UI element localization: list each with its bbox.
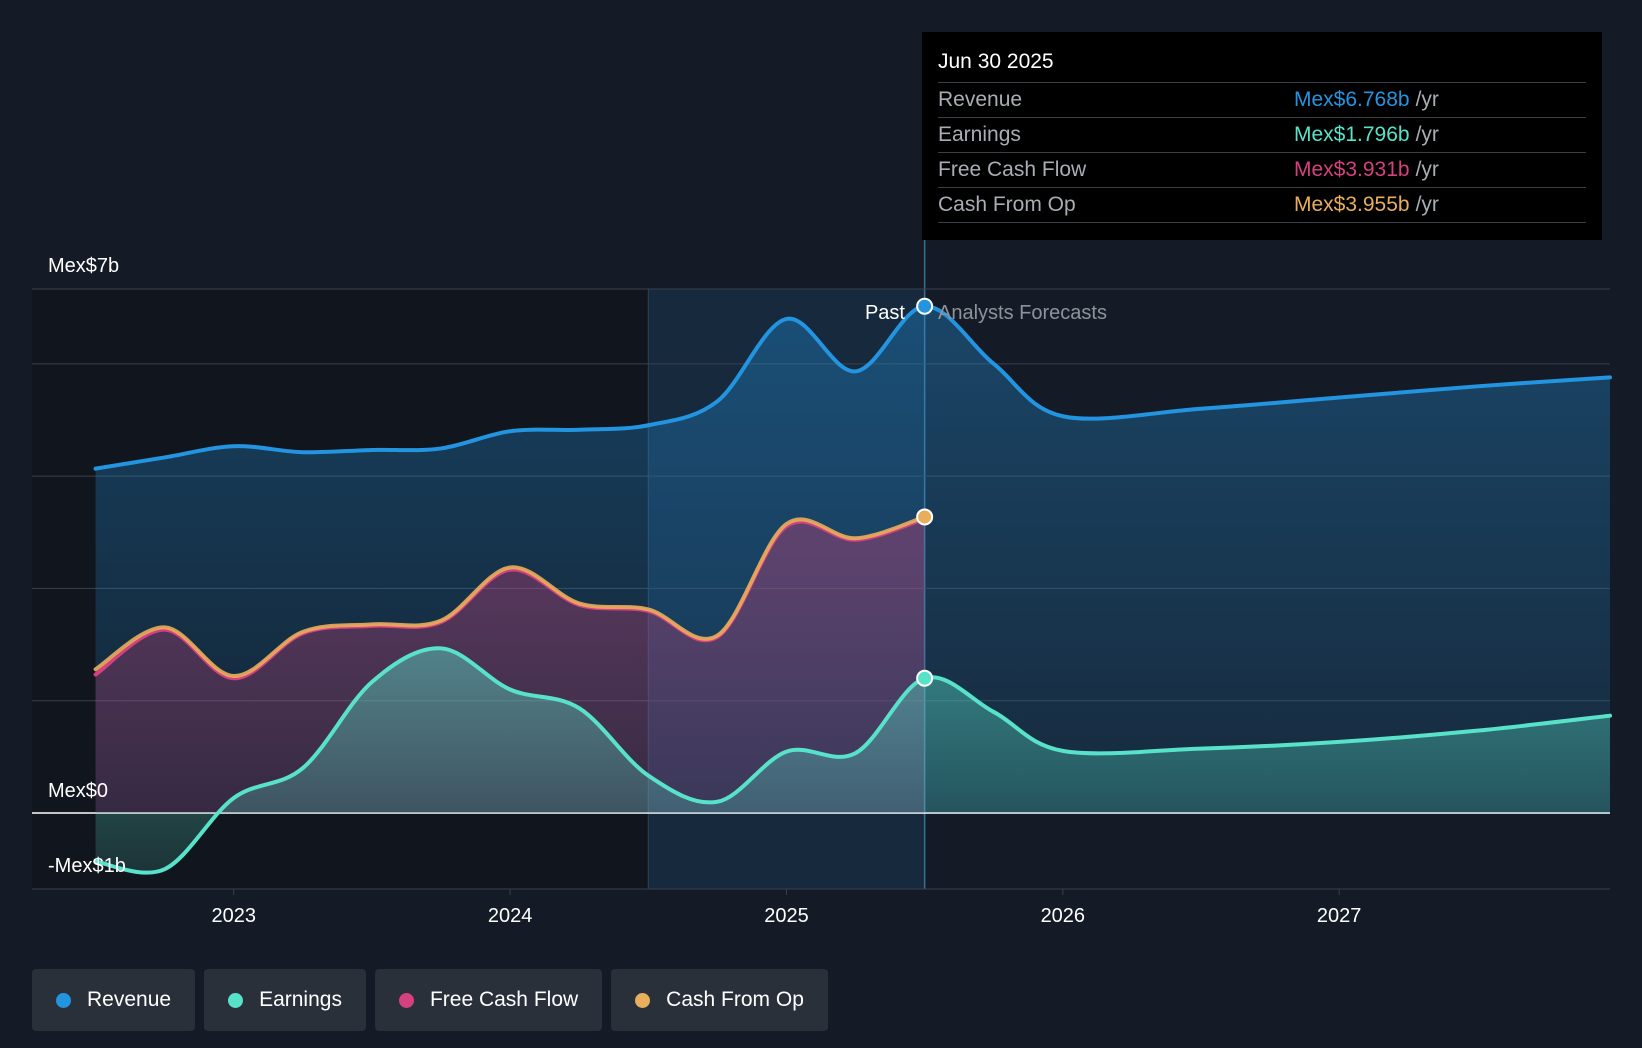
tooltip-name: Cash From Op — [938, 193, 1076, 216]
past-label: Past — [865, 302, 905, 324]
earnings-area — [95, 648, 1611, 873]
tooltip-name: Free Cash Flow — [938, 158, 1087, 181]
tooltip-row-free-cash-flow: Free Cash Flow Mex$3.931b /yr — [938, 153, 1586, 188]
forecast-label: Analysts Forecasts — [938, 302, 1107, 324]
tooltip-value: Mex$3.955b — [1294, 193, 1410, 216]
tooltip-row-cash-from-op: Cash From Op Mex$3.955b /yr — [938, 188, 1586, 223]
tooltip-unit: /yr — [1415, 88, 1439, 111]
cash-from-op-line — [93, 514, 927, 679]
legend-item-cash-from-op[interactable]: Cash From Op — [611, 969, 828, 1031]
tooltip-unit: /yr — [1415, 158, 1439, 181]
tooltip-unit: /yr — [1415, 123, 1439, 146]
legend-dot-icon — [635, 992, 651, 1008]
legend-label: Free Cash Flow — [429, 988, 579, 1011]
tooltip-value: Mex$1.796b — [1294, 123, 1410, 146]
x-tick-label: 2025 — [764, 905, 809, 927]
y-axis-bottom-label: -Mex$1b — [48, 855, 126, 877]
x-tick-label: 2024 — [488, 905, 533, 927]
cash-from-op-marker — [916, 508, 934, 526]
earnings-marker — [916, 669, 934, 687]
cash-from-op-area — [95, 516, 925, 813]
legend-label: Revenue — [87, 988, 172, 1011]
legend-dot-icon — [398, 992, 414, 1008]
tooltip-row-earnings: Earnings Mex$1.796b /yr — [938, 118, 1586, 153]
x-tick-label: 2027 — [1317, 905, 1362, 927]
y-axis-top-label: Mex$7b — [48, 255, 119, 277]
legend-item-revenue[interactable]: Revenue — [32, 969, 196, 1031]
legend-label: Earnings — [259, 988, 342, 1011]
tooltip-date: Jun 30 2025 — [938, 46, 1586, 83]
legend-item-free-cash-flow[interactable]: Free Cash Flow — [374, 969, 603, 1031]
legend-label: Cash From Op — [666, 988, 804, 1011]
legend-item-earnings[interactable]: Earnings — [204, 969, 366, 1031]
y-axis-zero-label: Mex$0 — [48, 780, 108, 802]
tooltip-row-revenue: Revenue Mex$6.768b /yr — [938, 83, 1586, 118]
tooltip-name: Earnings — [938, 123, 1021, 146]
x-tick-label: 2026 — [1041, 905, 1086, 927]
legend-dot-icon — [228, 992, 244, 1008]
tooltip-value: Mex$3.931b — [1294, 158, 1410, 181]
revenue-line — [93, 304, 1612, 471]
x-tick-label: 2023 — [211, 905, 256, 927]
legend-dot-icon — [56, 992, 71, 1008]
tooltip-value: Mex$6.768b — [1294, 88, 1410, 111]
revenue-marker — [916, 297, 934, 315]
legend: Revenue Earnings Free Cash Flow Cash Fro… — [32, 969, 828, 1031]
tooltip-unit: /yr — [1415, 193, 1439, 216]
tooltip-name: Revenue — [938, 88, 1023, 111]
earnings-line — [93, 646, 1612, 875]
tooltip: Jun 30 2025 Revenue Mex$6.768b /yr Earni… — [922, 32, 1602, 240]
